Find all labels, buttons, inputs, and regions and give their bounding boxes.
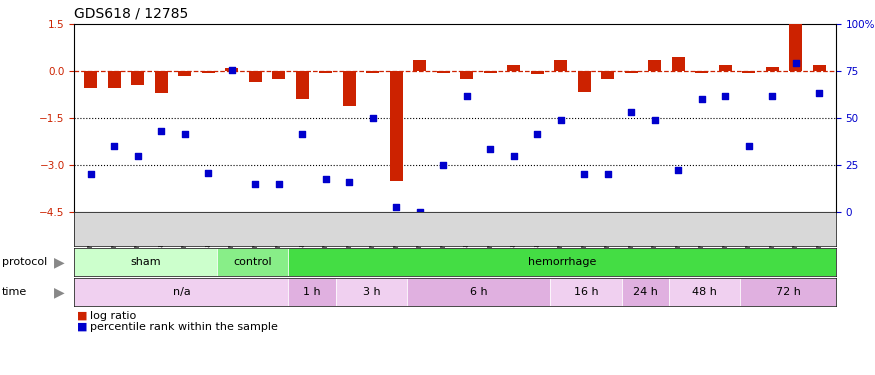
Point [554,117,568,123]
Point [248,181,262,187]
Bar [742,71,755,73]
Bar [226,68,238,71]
Bar [248,71,262,82]
Point [342,179,356,185]
Point [507,153,521,159]
Text: protocol: protocol [2,257,47,267]
Text: 3 h: 3 h [363,287,381,297]
Bar [531,71,543,74]
Bar [413,60,426,71]
Bar [789,24,802,71]
Point [718,93,732,99]
Bar [672,57,684,71]
Text: 72 h: 72 h [775,287,801,297]
Text: ■: ■ [77,322,88,332]
Bar [217,248,289,276]
Bar [296,71,309,99]
Point [389,204,403,210]
Point [530,131,544,137]
Bar [108,71,121,88]
Bar [648,60,662,71]
Point [201,170,215,176]
Point [788,60,802,66]
Text: GDS618 / 12785: GDS618 / 12785 [74,7,189,21]
Bar [437,71,450,73]
Bar [408,278,550,306]
Bar [319,71,332,73]
Bar [289,278,336,306]
Point [295,131,309,137]
Point [578,171,592,177]
Text: sham: sham [130,257,161,267]
Bar [554,60,567,71]
Bar [74,248,217,276]
Bar [669,278,740,306]
Point [483,146,497,152]
Point [413,209,427,215]
Point [695,96,709,102]
Point [742,143,756,149]
Bar [813,65,826,71]
Bar [84,71,97,88]
Bar [601,71,614,79]
Bar [74,278,289,306]
Text: control: control [234,257,272,267]
Point [178,131,192,137]
Bar [718,65,732,71]
Point [225,67,239,73]
Point [366,115,380,121]
Text: 16 h: 16 h [573,287,598,297]
Bar [367,71,379,73]
Bar [578,71,591,92]
Point [671,166,685,172]
Text: 48 h: 48 h [692,287,717,297]
Bar [178,71,192,76]
Point [648,117,662,123]
Text: 6 h: 6 h [470,287,487,297]
Bar [550,278,621,306]
Bar [621,278,669,306]
Text: percentile rank within the sample: percentile rank within the sample [90,322,278,332]
Point [437,162,451,168]
Text: time: time [2,287,27,297]
Point [84,171,98,177]
Text: ▶: ▶ [54,285,65,299]
Point [624,109,638,115]
Text: n/a: n/a [172,287,190,297]
Bar [202,71,214,73]
Point [601,171,615,177]
Point [131,153,145,159]
Text: hemorrhage: hemorrhage [528,257,596,267]
Bar [625,71,638,73]
Bar [336,278,408,306]
Text: log ratio: log ratio [90,311,136,321]
Bar [155,71,168,93]
Bar [740,278,836,306]
Bar [389,71,402,181]
Bar [289,248,836,276]
Point [459,93,473,99]
Text: ▶: ▶ [54,255,65,269]
Point [272,181,286,187]
Bar [460,71,473,79]
Point [318,176,332,182]
Point [766,93,780,99]
Point [108,143,122,149]
Bar [507,65,521,71]
Text: 24 h: 24 h [633,287,658,297]
Point [154,128,168,134]
Text: 1 h: 1 h [304,287,321,297]
Bar [131,71,144,86]
Bar [343,71,356,106]
Bar [272,71,285,79]
Bar [484,71,497,73]
Bar [766,67,779,71]
Point [812,90,826,96]
Text: ■: ■ [77,311,88,321]
Bar [696,71,708,73]
